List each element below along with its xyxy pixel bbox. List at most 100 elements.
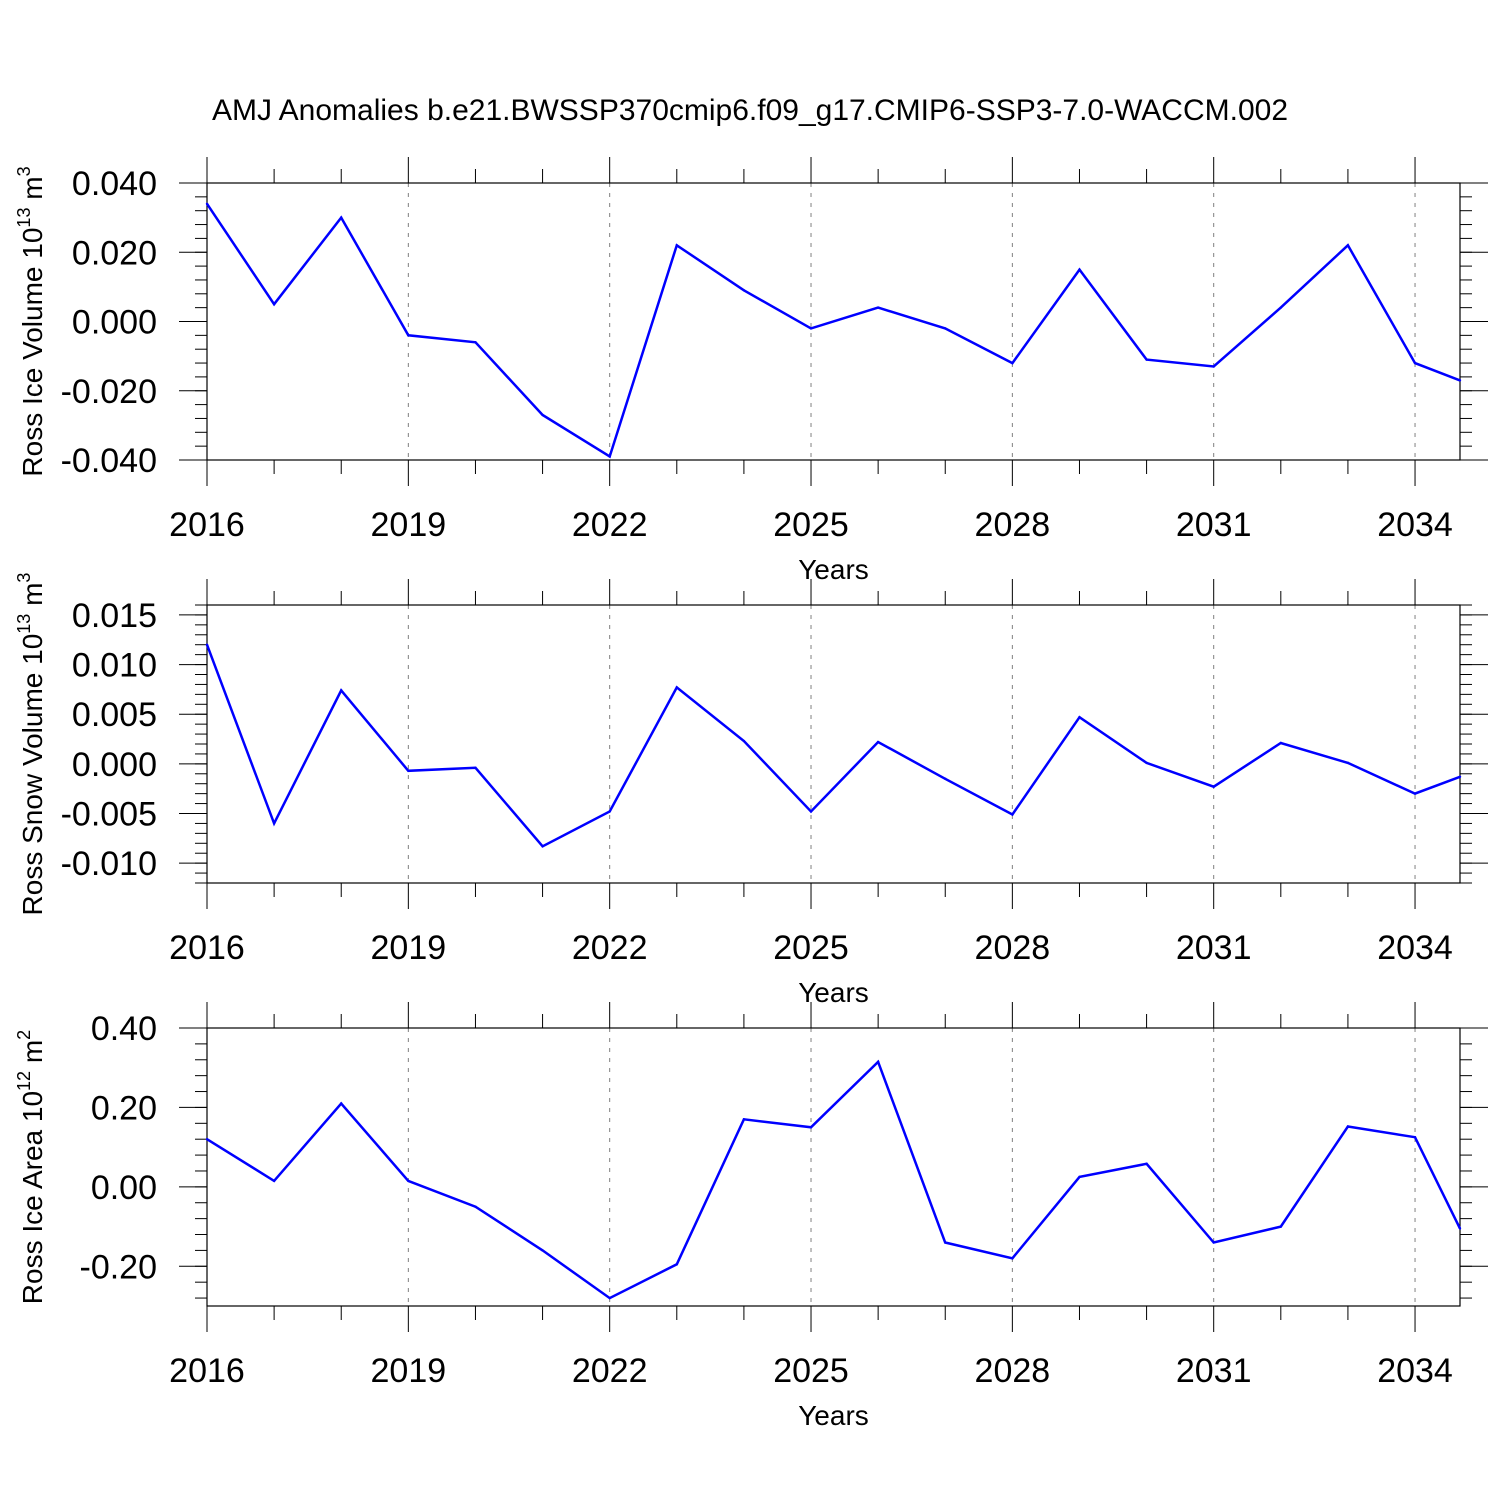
- x-tick-label: 2019: [371, 1352, 447, 1390]
- data-point: [340, 689, 343, 692]
- chart-panel-2: -0.010 -0.005 0.000 0.005 0.010 0.015 2016 2019…: [14, 573, 1488, 1008]
- x-tick-label: 2031: [1176, 506, 1252, 544]
- y-axis-label-exponent: 13: [14, 208, 34, 228]
- data-point: [675, 686, 678, 689]
- x-tick-label: 2016: [169, 1352, 245, 1390]
- data-point: [944, 777, 947, 780]
- y-axis-label-main: Ross Ice Volume 10: [17, 228, 48, 477]
- y-tick-label: -0.040: [61, 442, 157, 480]
- series-line-3: [206, 1059, 1462, 1300]
- data-point: [742, 1118, 746, 1121]
- x-axis-label: Years: [798, 1400, 869, 1431]
- x-axis-label: Years: [798, 554, 869, 585]
- data-point: [407, 334, 410, 337]
- y-tick-label: 0.000: [72, 746, 157, 784]
- y-axis-label-unit: m: [17, 583, 48, 614]
- y-axis-label-exponent: 13: [14, 614, 34, 634]
- y-axis-label-unit-exponent: 2: [14, 1030, 34, 1040]
- data-point: [1212, 1241, 1215, 1244]
- data-point: [1011, 1257, 1014, 1260]
- y-tick-label: 0.20: [91, 1089, 157, 1127]
- series-line-2: [205, 644, 1461, 848]
- y-axis-label: Ross Ice Area 1012 m2: [14, 1030, 48, 1304]
- data-point: [742, 289, 746, 292]
- data-point: [608, 1296, 611, 1300]
- y-tick-label: -0.20: [80, 1248, 158, 1286]
- data-point: [1458, 1227, 1462, 1230]
- data-point: [1458, 775, 1462, 778]
- plot-frame: [206, 604, 1461, 884]
- y-axis-label-main: Ross Snow Volume 10: [17, 634, 48, 916]
- data-point: [340, 1102, 343, 1105]
- data-point: [205, 202, 209, 205]
- y-tick-label: 0.020: [72, 234, 157, 272]
- x-tick-label: 2028: [975, 506, 1051, 544]
- x-tick-label: 2034: [1377, 929, 1453, 967]
- data-point: [407, 1179, 410, 1183]
- y-tick-label: 0.005: [72, 696, 157, 734]
- y-tick-label: 0.40: [91, 1010, 157, 1048]
- data-point: [1011, 361, 1014, 365]
- y-axis-label-unit-exponent: 3: [14, 573, 34, 583]
- x-axis-label: Years: [798, 977, 869, 1008]
- x-tick-label: 2025: [773, 1352, 849, 1390]
- data-point: [944, 1241, 947, 1244]
- data-point: [944, 327, 947, 330]
- y-tick-label: 0.040: [72, 165, 157, 203]
- x-tick-label: 2031: [1176, 1352, 1252, 1390]
- data-point: [876, 1060, 880, 1063]
- series-line-1: [205, 203, 1461, 459]
- data-point: [1346, 761, 1350, 765]
- data-point: [272, 822, 276, 825]
- data-point: [1346, 1125, 1350, 1128]
- x-tick-label: 2016: [169, 506, 245, 544]
- data-point: [541, 1249, 544, 1252]
- data-point: [474, 1205, 477, 1208]
- chart-panel-3: -0.20 0.00 0.20 0.40 2016 2019 2022 2025 2028 203…: [14, 1002, 1488, 1431]
- y-axis-label: Ross Snow Volume 1013 m3: [14, 573, 48, 916]
- data-point: [876, 306, 880, 309]
- y-tick-label: -0.020: [61, 373, 157, 411]
- data-point: [675, 1263, 678, 1266]
- plot-frame: [206, 1027, 1461, 1307]
- data-point: [608, 810, 611, 813]
- x-tick-label: 2025: [773, 929, 849, 967]
- data-point: [809, 327, 813, 330]
- data-point: [205, 643, 209, 646]
- data-point: [407, 769, 410, 773]
- data-point: [1458, 379, 1462, 382]
- x-tick-label: 2025: [773, 506, 849, 544]
- data-point: [1078, 1175, 1081, 1179]
- x-tick-label: 2034: [1377, 1352, 1453, 1390]
- data-point: [742, 739, 746, 743]
- data-point: [1078, 715, 1081, 719]
- y-axis-label-unit-exponent: 3: [14, 166, 34, 176]
- y-axis-label-unit: m: [17, 1040, 48, 1071]
- data-point: [1212, 785, 1215, 788]
- data-point: [474, 766, 477, 770]
- data-point: [1011, 813, 1014, 816]
- data-point: [608, 455, 611, 458]
- y-tick-label: 0.015: [72, 597, 157, 635]
- data-point: [272, 302, 276, 306]
- data-point: [1145, 761, 1148, 765]
- y-tick-label: 0.000: [72, 304, 157, 342]
- y-axis-label: Ross Ice Volume 1013 m3: [14, 166, 48, 476]
- data-point: [205, 1138, 209, 1141]
- x-tick-label: 2019: [371, 929, 447, 967]
- x-tick-label: 2016: [169, 929, 245, 967]
- data-point: [1346, 244, 1350, 247]
- y-tick-label: -0.005: [61, 796, 157, 834]
- data-point: [1279, 741, 1283, 745]
- data-point: [1145, 358, 1148, 361]
- data-point: [1279, 1225, 1283, 1228]
- x-tick-label: 2034: [1377, 506, 1453, 544]
- y-tick-label: -0.010: [61, 845, 157, 883]
- data-point: [675, 244, 678, 247]
- y-axis-label-main: Ross Ice Area 10: [17, 1091, 48, 1304]
- data-point: [1413, 361, 1417, 365]
- data-point: [1413, 792, 1417, 795]
- data-point: [541, 845, 544, 848]
- y-tick-label: 0.00: [91, 1169, 157, 1207]
